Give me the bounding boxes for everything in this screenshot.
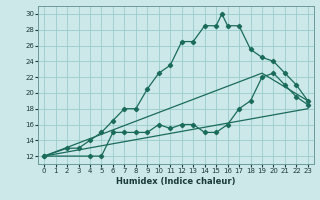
X-axis label: Humidex (Indice chaleur): Humidex (Indice chaleur)	[116, 177, 236, 186]
